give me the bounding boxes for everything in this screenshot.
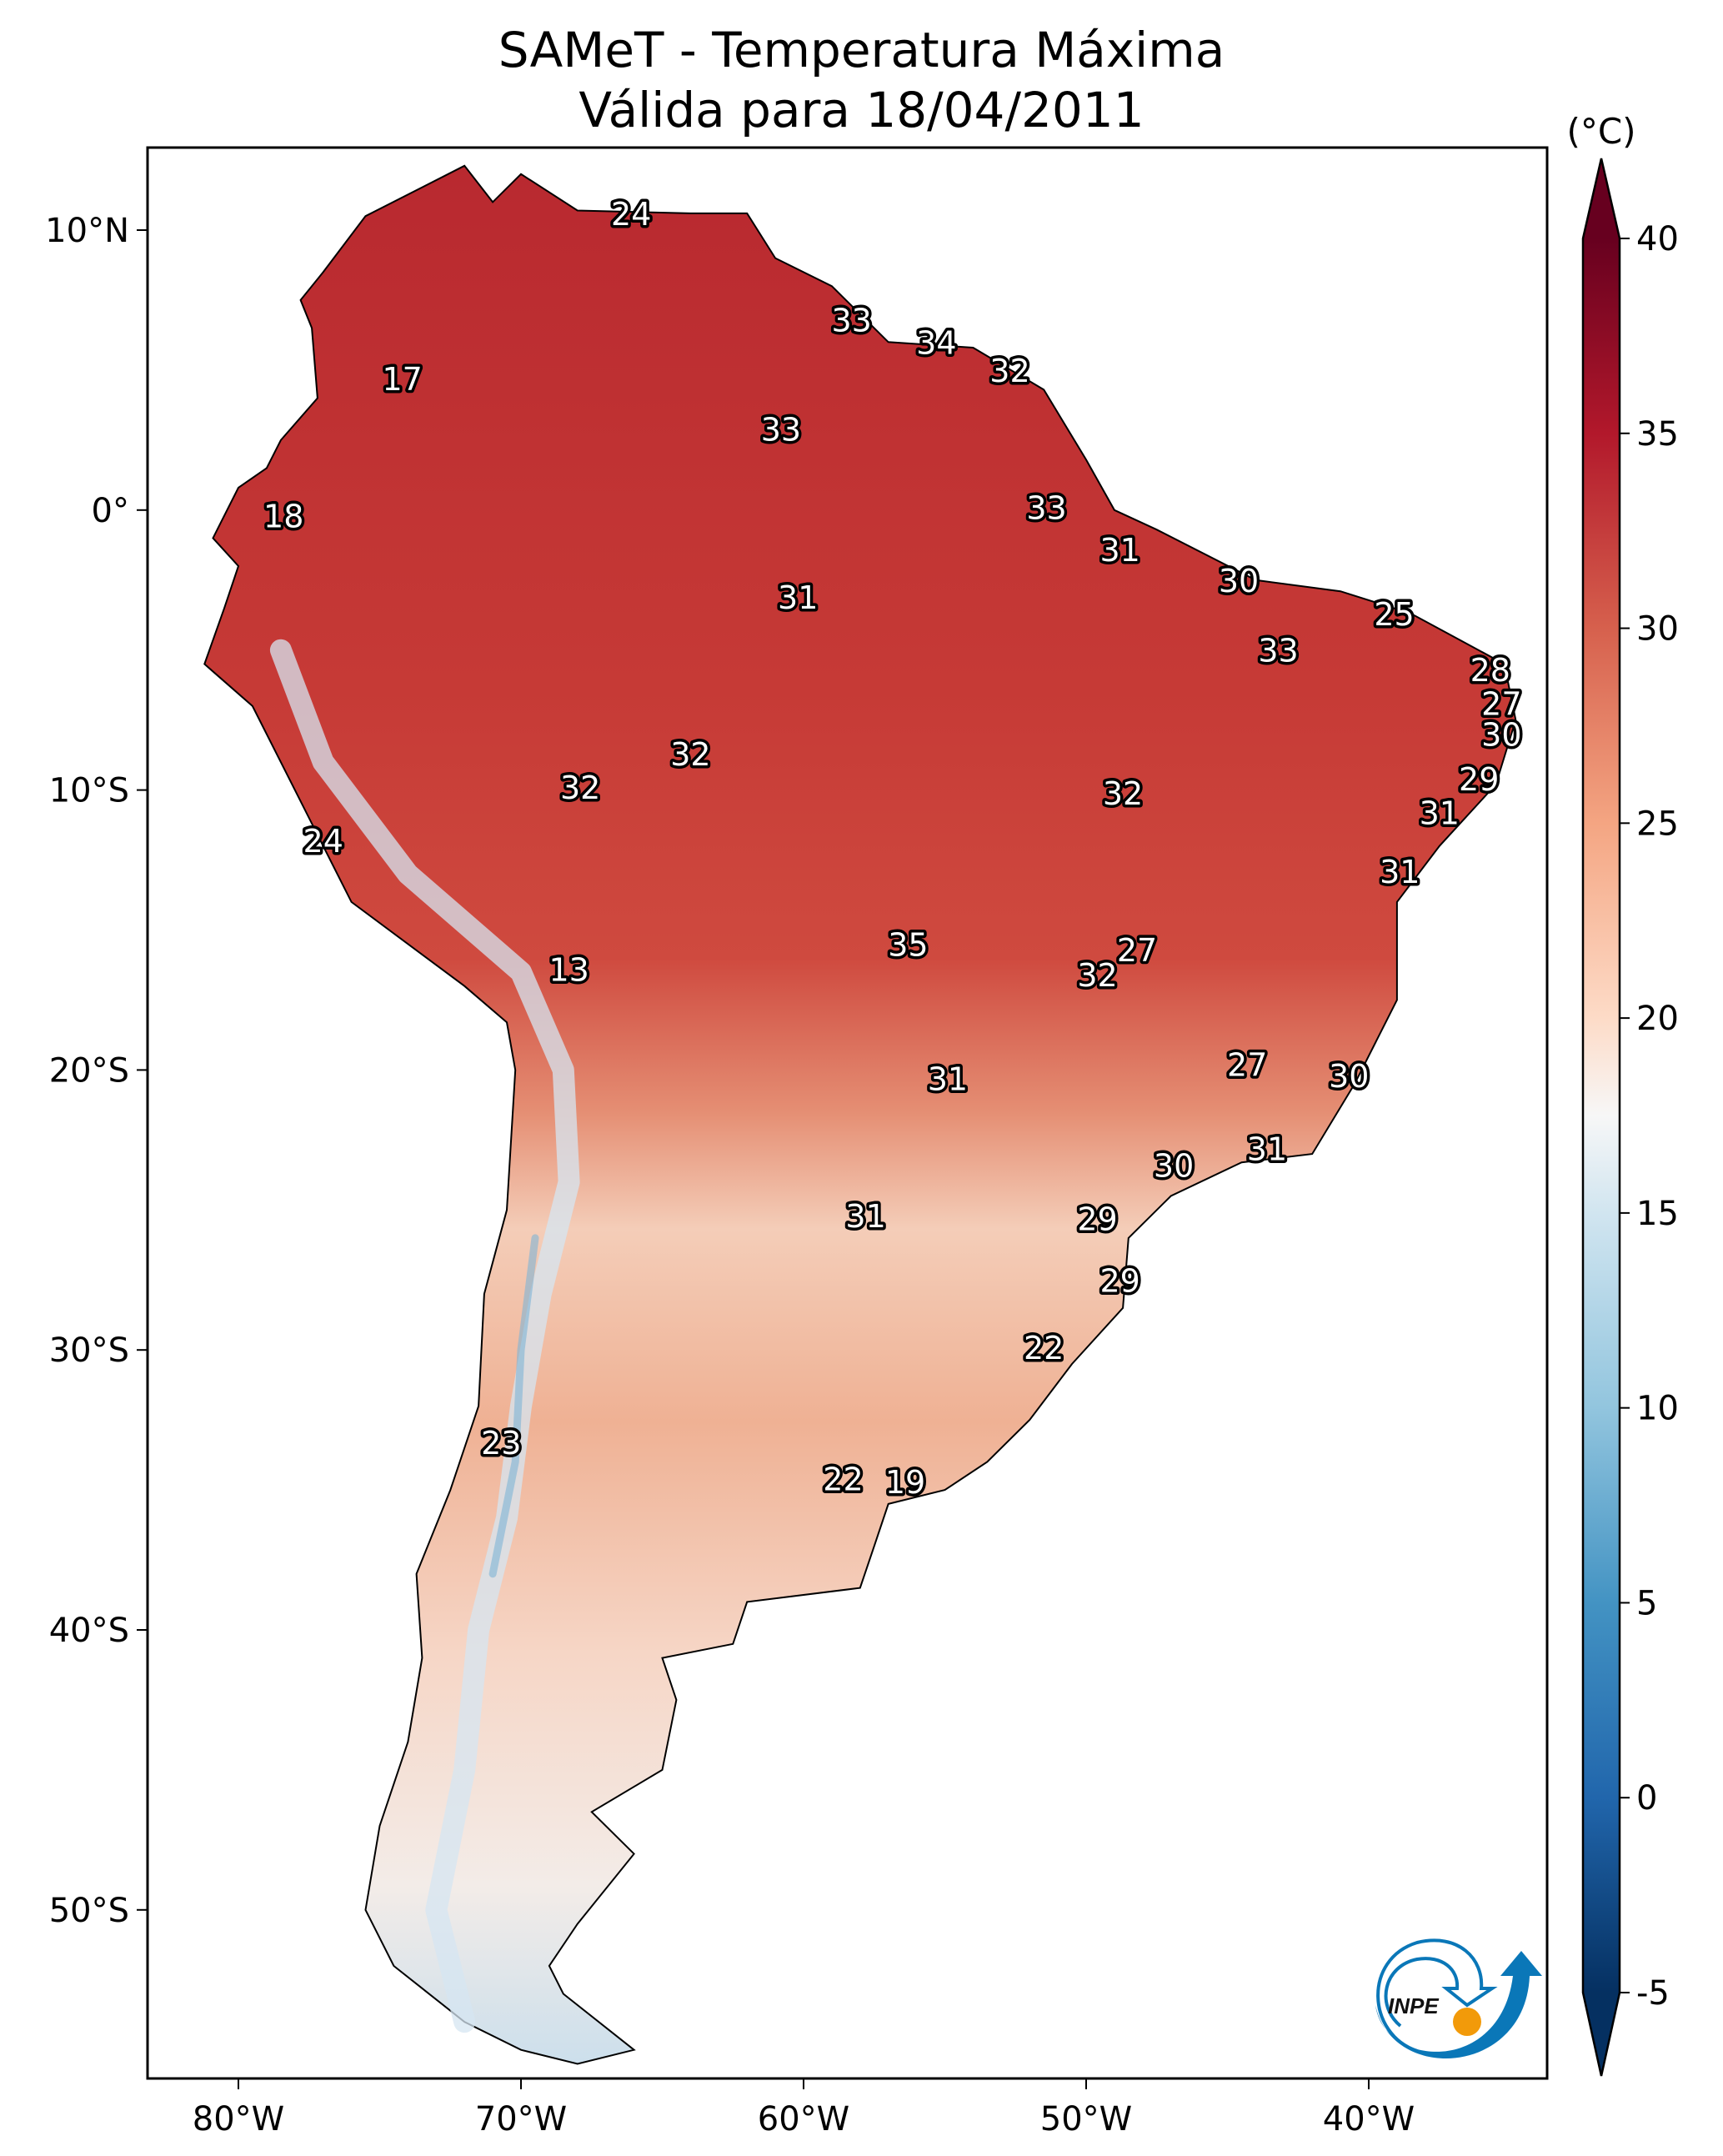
south-america-landmass: [203, 164, 1517, 2065]
colorbar-tick-label: 5: [1636, 1584, 1657, 1622]
station-label: 32: [560, 770, 600, 806]
station-label: 24: [611, 196, 651, 233]
station-label: 32: [1077, 957, 1117, 994]
colorbar-gradient: [1583, 238, 1620, 1993]
y-tick-label: 20°S: [49, 1051, 129, 1090]
station-label: 31: [1420, 795, 1460, 831]
station-label: 32: [1103, 775, 1143, 812]
station-label: 29: [1077, 1201, 1117, 1237]
chart-subtitle: Válida para 18/04/2011: [579, 82, 1144, 138]
x-axis: 80°W 70°W 60°W 50°W 40°W: [193, 2078, 1415, 2138]
colorbar-tick-label: 0: [1636, 1779, 1657, 1818]
station-label: 18: [263, 499, 303, 535]
y-axis: 10°N 0° 10°S 20°S 30°S 40°S 50°S: [45, 212, 148, 1930]
station-label: 24: [303, 823, 343, 860]
station-label: 13: [548, 952, 589, 989]
colorbar-unit: (°C): [1566, 111, 1635, 152]
station-label: 19: [885, 1464, 925, 1501]
colorbar-tick-label: 10: [1636, 1390, 1679, 1428]
station-label: 31: [845, 1198, 885, 1235]
colorbar-tick-label: 20: [1636, 1000, 1679, 1038]
colorbar-extend-max: [1583, 158, 1620, 238]
map-frame: [146, 146, 1549, 2080]
station-label: 33: [831, 302, 871, 338]
station-label: 30: [1219, 563, 1259, 599]
y-tick-label: 30°S: [49, 1331, 129, 1370]
station-label: 33: [1258, 633, 1298, 669]
y-tick-label: 10°N: [45, 212, 129, 250]
station-label: 33: [1026, 489, 1066, 526]
svg-text:INPE: INPE: [1388, 1993, 1439, 2018]
inpe-logo: INPE: [1375, 1938, 1542, 2059]
station-label: 31: [928, 1060, 968, 1097]
station-label: 27: [1481, 686, 1521, 723]
y-tick-label: 10°S: [49, 772, 129, 810]
station-label: 35: [888, 926, 928, 963]
colorbar-tick-label: 25: [1636, 805, 1679, 843]
station-label: 31: [1100, 532, 1140, 569]
station-label: 29: [1459, 761, 1499, 798]
x-tick-label: 40°W: [1323, 2100, 1415, 2138]
station-label: 30: [1154, 1148, 1194, 1185]
station-label: 28: [1470, 652, 1510, 689]
x-tick-label: 70°W: [475, 2100, 567, 2138]
station-label: 17: [382, 361, 422, 398]
station-label: 33: [761, 411, 801, 448]
station-label: 22: [823, 1462, 863, 1498]
andes-coldest-strip: [488, 1234, 539, 1578]
y-tick-label: 40°S: [49, 1612, 129, 1650]
station-label: 27: [1227, 1047, 1267, 1084]
x-tick-label: 80°W: [193, 2100, 284, 2138]
colorbar-tick-label: 40: [1636, 220, 1679, 258]
station-label: 23: [481, 1425, 521, 1462]
colorbar-tick-label: -5: [1636, 1974, 1670, 2013]
chart-title: SAMeT - Temperatura Máxima: [498, 22, 1225, 78]
station-label: 31: [1380, 854, 1420, 890]
station-label: 30: [1329, 1058, 1369, 1095]
station-label: 27: [1117, 932, 1157, 969]
y-tick-label: 50°S: [49, 1892, 129, 1930]
station-label: 31: [778, 579, 818, 616]
station-label: 32: [670, 736, 710, 773]
station-label: 34: [916, 324, 956, 361]
station-label: 22: [1024, 1330, 1064, 1366]
x-tick-label: 50°W: [1040, 2100, 1132, 2138]
colorbar-tick-label: 15: [1636, 1195, 1679, 1233]
colorbar: 40 35 30 25 20 15 10 5 0 -5 (°C): [1566, 111, 1679, 2077]
x-tick-label: 60°W: [758, 2100, 849, 2138]
station-label: 30: [1481, 716, 1521, 753]
station-label: 31: [1247, 1131, 1287, 1167]
station-label: 32: [989, 353, 1029, 389]
colorbar-tick-label: 30: [1636, 610, 1679, 649]
station-label: 25: [1374, 596, 1414, 633]
station-label: 29: [1100, 1262, 1140, 1299]
colorbar-tick-label: 35: [1636, 415, 1679, 454]
colorbar-extend-min: [1583, 1993, 1620, 2076]
andes-cold-strip: [269, 639, 580, 2033]
y-tick-label: 0°: [92, 492, 129, 530]
